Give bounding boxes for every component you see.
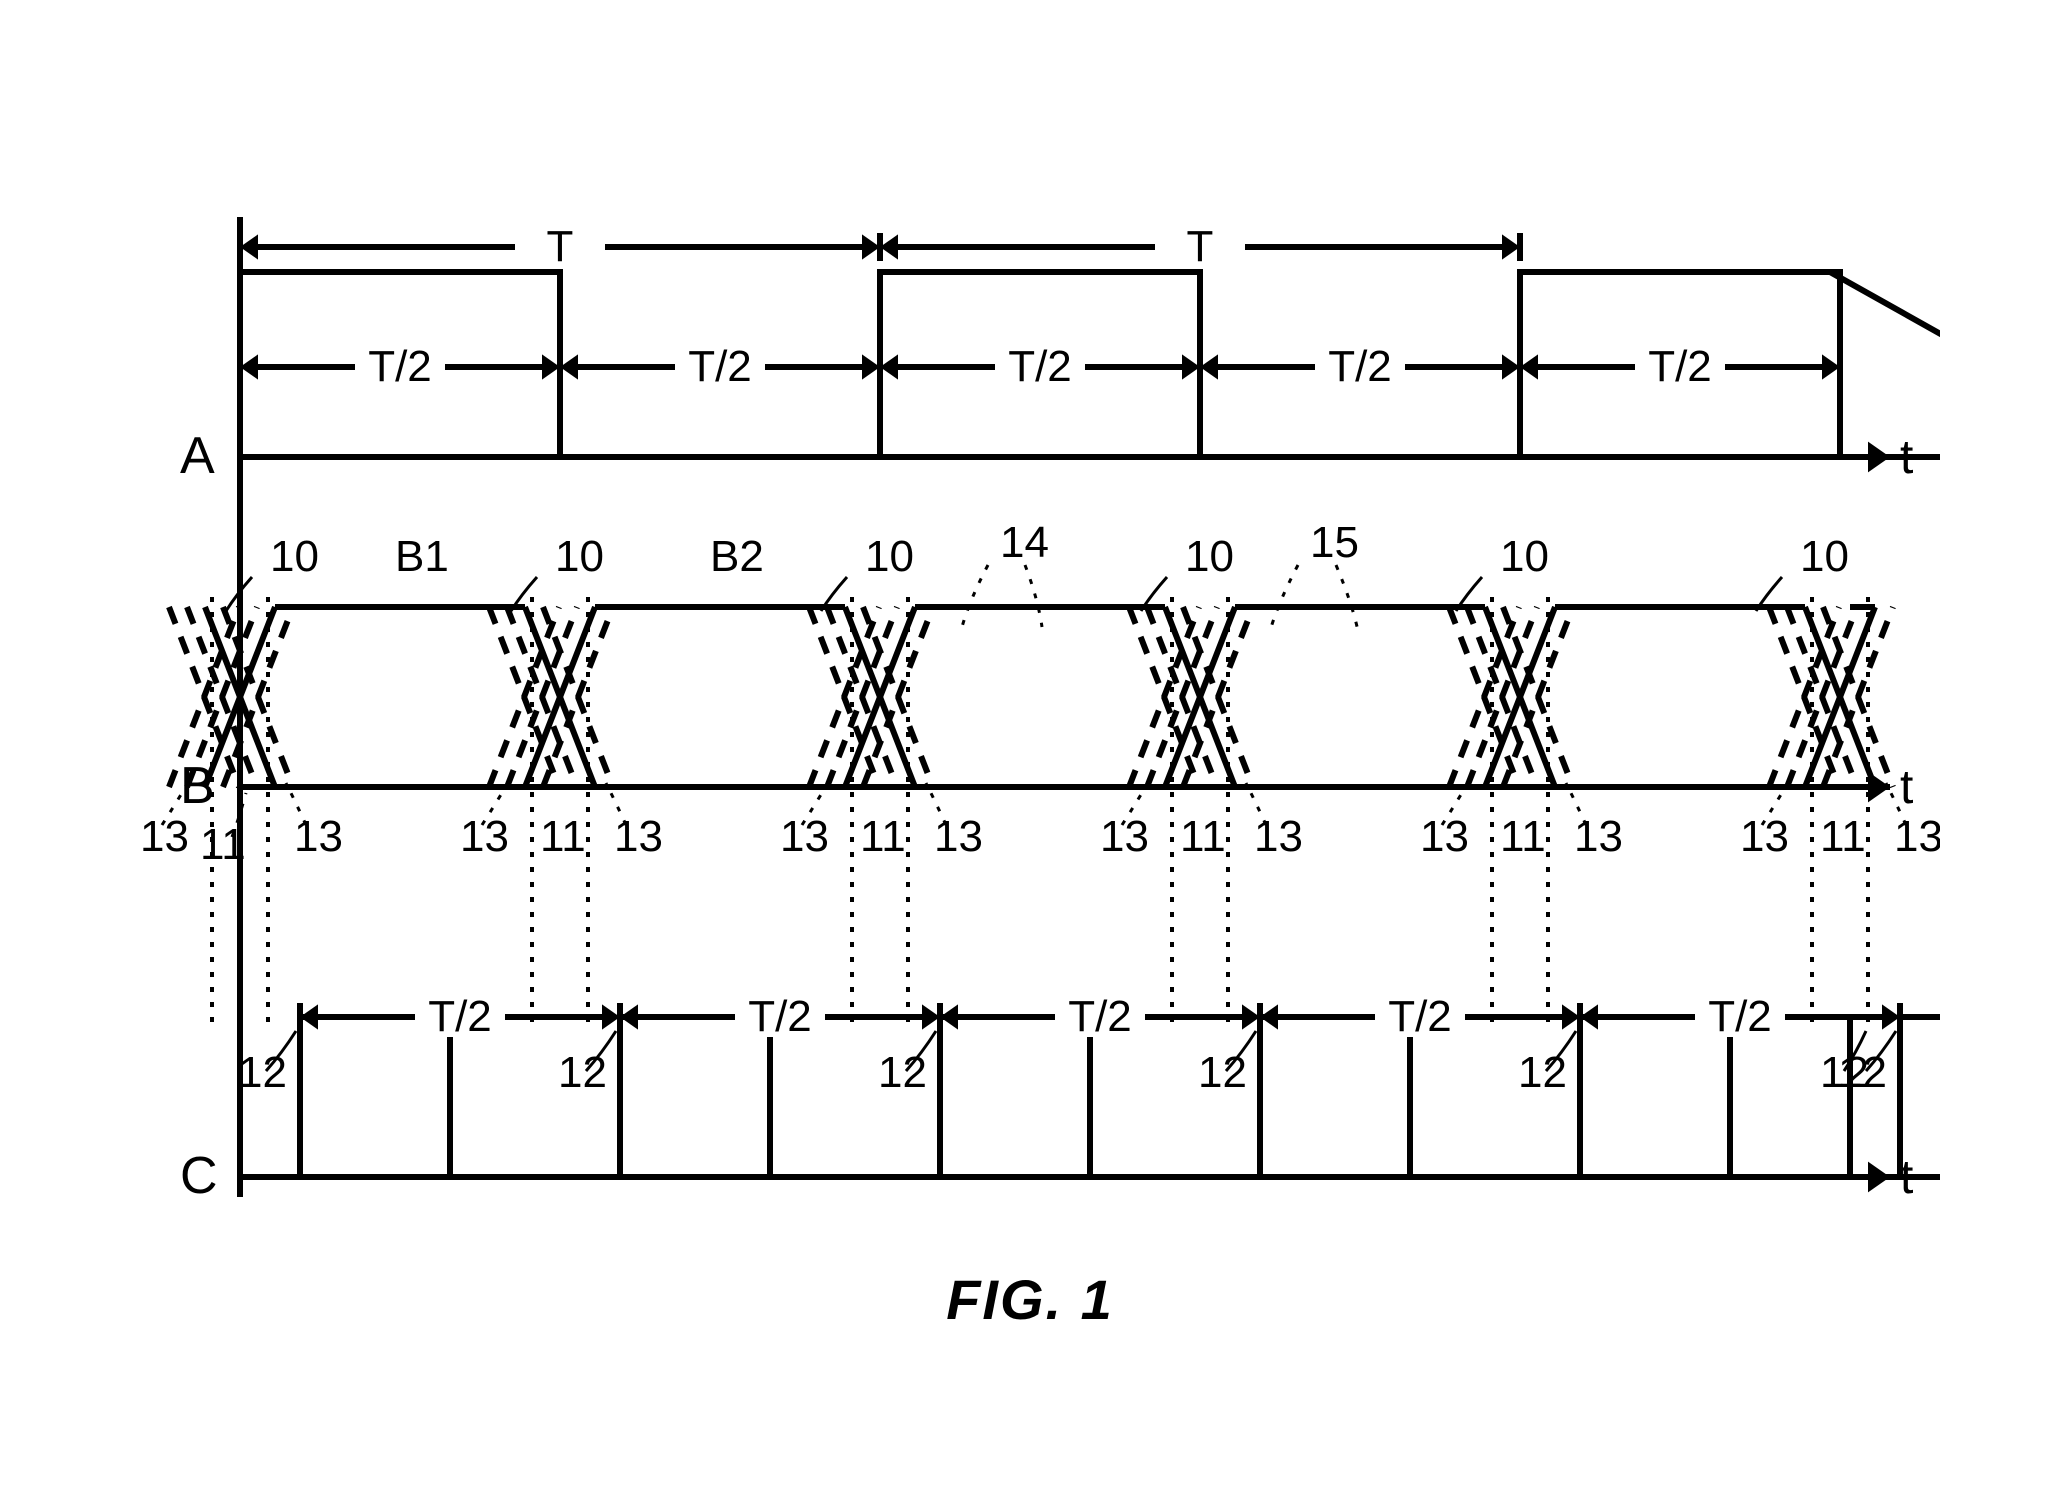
svg-text:A: A bbox=[180, 427, 215, 485]
svg-text:13: 13 bbox=[1740, 812, 1789, 861]
svg-text:T/2: T/2 bbox=[1068, 992, 1132, 1041]
svg-text:12: 12 bbox=[1820, 1048, 1869, 1097]
svg-text:11: 11 bbox=[860, 812, 906, 861]
svg-text:t: t bbox=[1900, 761, 1913, 814]
svg-text:15: 15 bbox=[1310, 518, 1359, 567]
svg-text:13: 13 bbox=[294, 812, 343, 861]
svg-text:T/2: T/2 bbox=[1328, 342, 1392, 391]
svg-text:T/2: T/2 bbox=[1388, 992, 1452, 1041]
figure-container: tATTT/2T/2T/2T/2T/2tB101010101010B1B2141… bbox=[120, 177, 1940, 1332]
timing-diagram: tATTT/2T/2T/2T/2T/2tB101010101010B1B2141… bbox=[120, 177, 1940, 1237]
svg-text:13: 13 bbox=[1420, 812, 1469, 861]
svg-text:T/2: T/2 bbox=[1648, 342, 1712, 391]
svg-text:T/2: T/2 bbox=[1708, 992, 1772, 1041]
svg-text:13: 13 bbox=[1254, 812, 1303, 861]
svg-text:11: 11 bbox=[1500, 812, 1546, 861]
svg-text:T: T bbox=[547, 222, 574, 271]
svg-text:13: 13 bbox=[1894, 812, 1940, 861]
svg-text:13: 13 bbox=[1574, 812, 1623, 861]
svg-text:11: 11 bbox=[540, 812, 586, 861]
svg-text:10: 10 bbox=[1500, 532, 1549, 581]
svg-text:11: 11 bbox=[1820, 812, 1866, 861]
svg-text:T/2: T/2 bbox=[368, 342, 432, 391]
svg-text:C: C bbox=[180, 1147, 218, 1205]
svg-text:T: T bbox=[1187, 222, 1214, 271]
svg-text:13: 13 bbox=[780, 812, 829, 861]
svg-text:11: 11 bbox=[200, 820, 246, 869]
svg-text:B2: B2 bbox=[710, 532, 764, 581]
svg-text:10: 10 bbox=[270, 532, 319, 581]
svg-text:14: 14 bbox=[1000, 518, 1049, 567]
svg-text:T/2: T/2 bbox=[748, 992, 812, 1041]
svg-text:13: 13 bbox=[460, 812, 509, 861]
svg-text:11: 11 bbox=[1180, 812, 1226, 861]
svg-text:10: 10 bbox=[1185, 532, 1234, 581]
svg-text:10: 10 bbox=[865, 532, 914, 581]
svg-text:13: 13 bbox=[140, 812, 189, 861]
svg-text:10: 10 bbox=[1800, 532, 1849, 581]
figure-caption: FIG. 1 bbox=[120, 1267, 1940, 1332]
svg-text:T/2: T/2 bbox=[1008, 342, 1072, 391]
svg-text:13: 13 bbox=[934, 812, 983, 861]
svg-text:13: 13 bbox=[1100, 812, 1149, 861]
svg-text:10: 10 bbox=[555, 532, 604, 581]
svg-text:B1: B1 bbox=[395, 532, 449, 581]
svg-text:13: 13 bbox=[614, 812, 663, 861]
svg-text:T/2: T/2 bbox=[688, 342, 752, 391]
svg-text:T/2: T/2 bbox=[428, 992, 492, 1041]
